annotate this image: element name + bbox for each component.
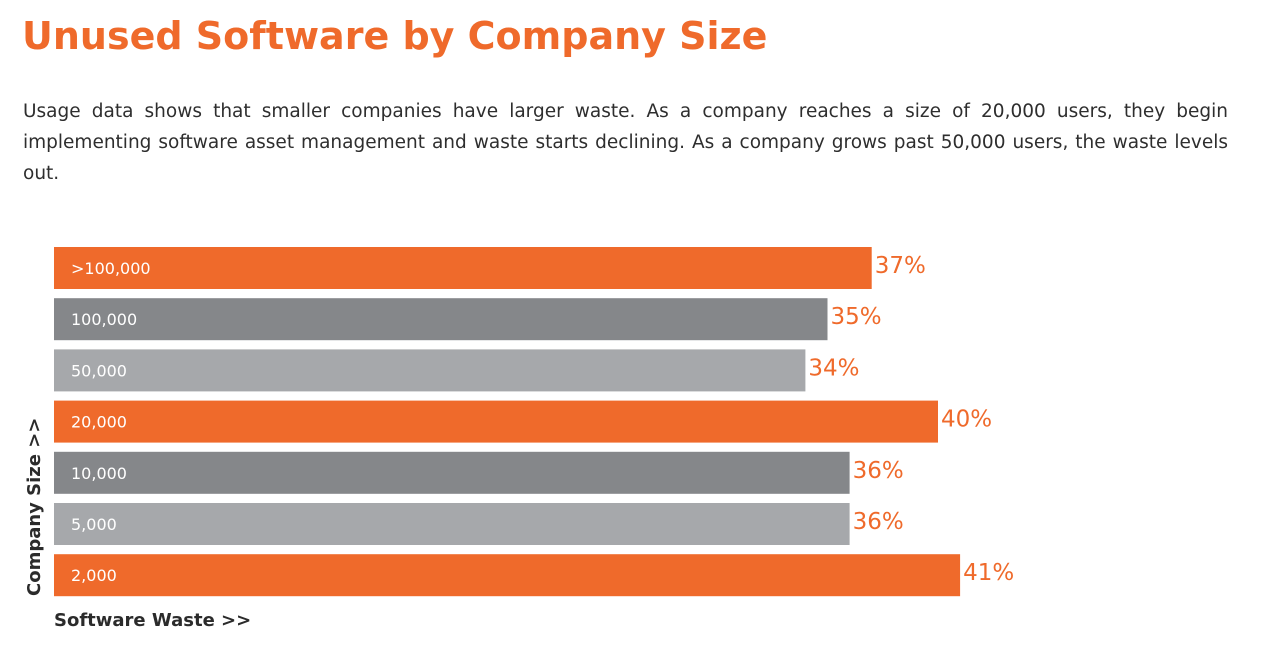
- bar-category-label: 5,000: [71, 515, 117, 534]
- bar-category-label: 50,000: [71, 361, 127, 380]
- bar-category-label: >100,000: [71, 259, 151, 278]
- bar-value-label: 36%: [853, 458, 904, 484]
- bar-category-label: 2,000: [71, 566, 117, 585]
- bar: [54, 451, 850, 494]
- chart-description: Usage data shows that smaller companies …: [23, 101, 1228, 184]
- x-axis-title: Software Waste >>: [54, 610, 251, 631]
- bars-layer: >100,000 37% 100,000 35% 50,000 34% 20,000 40% 1…: [54, 247, 1014, 597]
- bar-value-label: 36%: [853, 509, 904, 535]
- bar: [54, 503, 850, 545]
- bar: [54, 247, 872, 289]
- y-axis-title: Company Size >>: [24, 418, 45, 596]
- bar-category-label: 10,000: [71, 464, 127, 483]
- bar-category-label: 100,000: [71, 310, 137, 329]
- bar: [54, 400, 938, 443]
- bar: [54, 554, 961, 597]
- bar-value-label: 40%: [941, 407, 992, 433]
- bar-value-label: 35%: [831, 304, 882, 330]
- bar-value-label: 34%: [808, 355, 859, 381]
- bar-value-label: 41%: [963, 560, 1014, 586]
- bar: [54, 298, 828, 341]
- bar-value-label: 37%: [875, 253, 926, 279]
- bar: [54, 349, 806, 392]
- chart-title: Unused Software by Company Size: [22, 14, 768, 58]
- bar-category-label: 20,000: [71, 413, 127, 432]
